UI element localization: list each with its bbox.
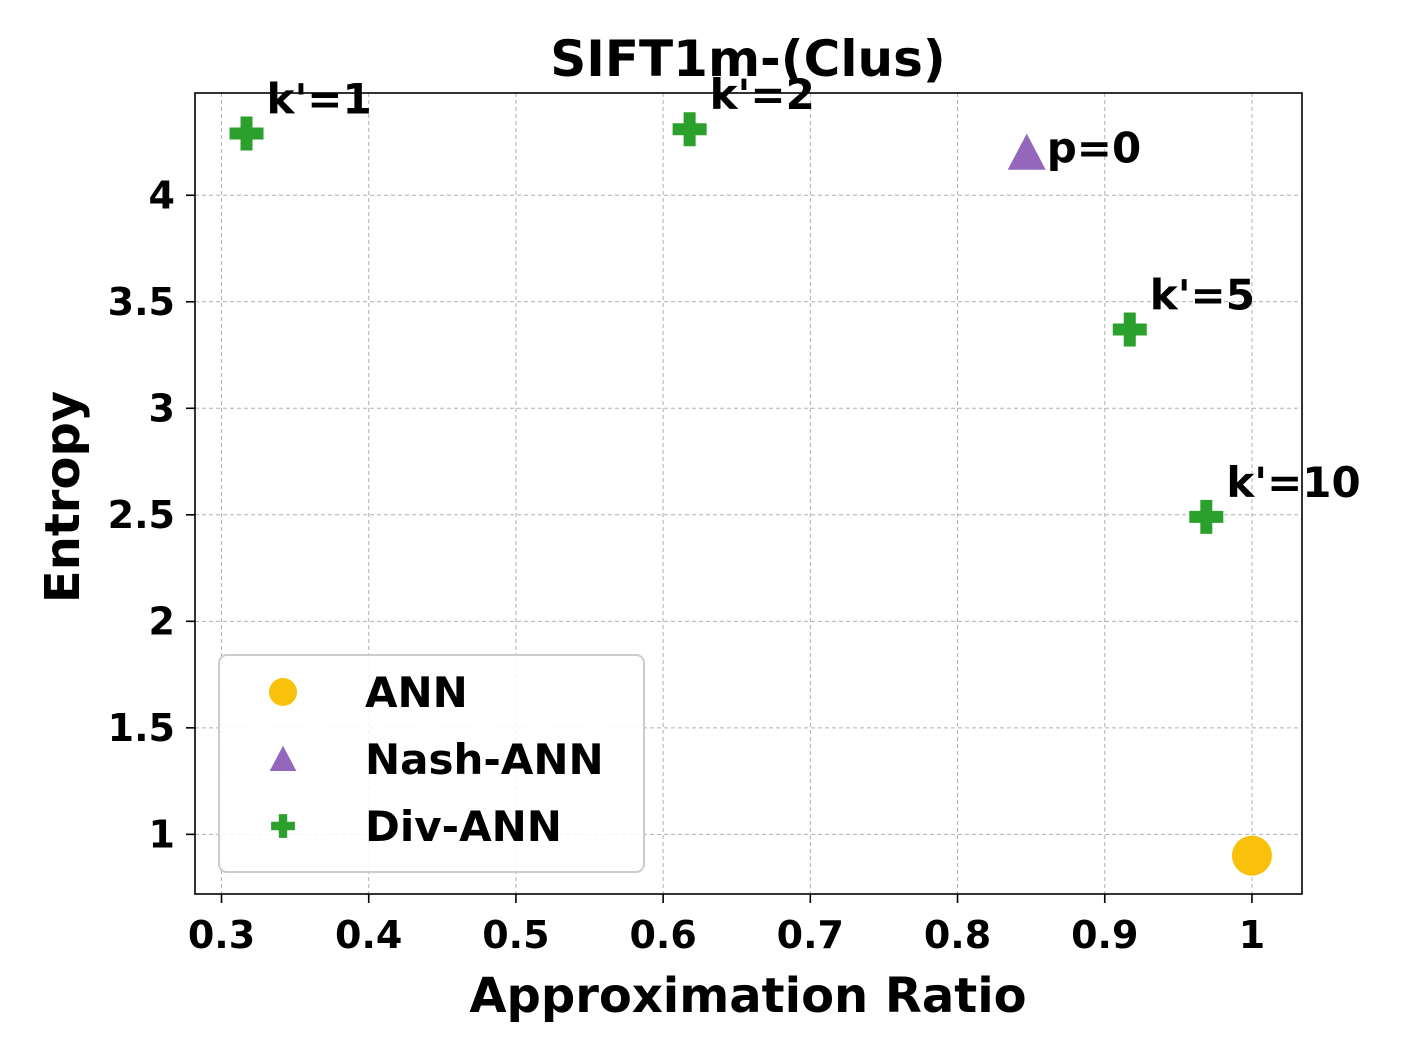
point-label: k'=10 <box>1226 458 1360 507</box>
x-tick-label: 0.7 <box>777 913 844 957</box>
legend-label-ann: ANN <box>365 668 468 717</box>
ann-point <box>1231 835 1272 876</box>
grid <box>195 93 1302 894</box>
point-label: p=0 <box>1047 124 1141 173</box>
data-marks <box>229 112 1272 876</box>
plot-frame <box>194 92 1303 895</box>
x-axis-label: Approximation Ratio <box>469 968 1026 1024</box>
y-tick-label: 2.5 <box>108 493 175 537</box>
nash-ann-point <box>1007 133 1046 170</box>
point-labels: p=0 k'=1 k'=2 k'=5 k'=10 <box>267 70 1361 507</box>
div-ann-point <box>229 116 264 151</box>
legend-box <box>218 654 645 873</box>
point-label: k'=2 <box>710 70 815 119</box>
x-tick-label: 0.8 <box>924 913 991 957</box>
y-tick-label: 1.5 <box>108 706 175 750</box>
legend-marker-div-ann <box>271 814 295 838</box>
div-ann-point <box>1189 499 1224 534</box>
y-tick-label: 3.5 <box>108 280 175 324</box>
x-tick-label: 1 <box>1239 913 1265 957</box>
div-ann-point <box>672 112 707 147</box>
y-tick-label: 2 <box>149 599 175 643</box>
chart-title: SIFT1m-(Clus) <box>550 30 945 88</box>
point-label: k'=5 <box>1150 270 1255 319</box>
div-ann-point <box>1112 312 1147 347</box>
legend-marker-ann <box>269 678 297 706</box>
axis-ticks: 0.3 0.4 0.5 0.6 0.7 0.8 0.9 1 1 1.5 2 2.5 3 3.5 4 <box>108 173 1266 957</box>
legend-label-nash-ann: Nash-ANN <box>365 735 604 784</box>
point-label: k'=1 <box>267 74 372 123</box>
y-tick-label: 3 <box>149 386 175 430</box>
x-tick-label: 0.4 <box>335 913 402 957</box>
x-tick-label: 0.9 <box>1071 913 1138 957</box>
y-tick-label: 1 <box>149 812 175 856</box>
legend-label-div-ann: Div-ANN <box>365 802 562 851</box>
x-tick-label: 0.6 <box>629 913 696 957</box>
x-tick-label: 0.3 <box>188 913 255 957</box>
y-tick-label: 4 <box>149 173 175 217</box>
legend: ANN Nash-ANN Div-ANN <box>218 654 645 873</box>
legend-marker-nash-ann <box>269 745 297 771</box>
x-tick-label: 0.5 <box>482 913 549 957</box>
y-axis-label: Entropy <box>35 391 91 603</box>
